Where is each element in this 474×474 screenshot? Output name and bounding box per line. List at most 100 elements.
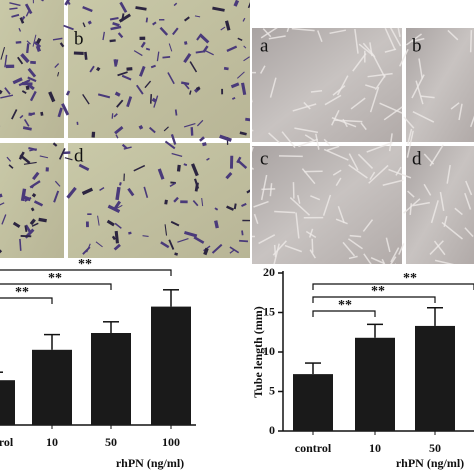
- texture: [160, 241, 170, 249]
- texture: [59, 42, 65, 48]
- texture: [184, 230, 198, 238]
- texture: [109, 17, 119, 21]
- texture: [231, 97, 236, 100]
- texture: [89, 65, 95, 73]
- y-tick-label: 15: [263, 304, 275, 318]
- texture: [8, 164, 14, 169]
- texture: [297, 195, 301, 204]
- texture: [273, 243, 280, 264]
- texture: [9, 2, 21, 7]
- texture: [326, 145, 340, 152]
- texture: [170, 134, 177, 145]
- texture: [305, 230, 317, 239]
- texture: [430, 200, 439, 224]
- texture: [145, 17, 149, 23]
- texture: [82, 22, 86, 28]
- texture: [174, 109, 178, 116]
- panel-label: a: [260, 35, 269, 56]
- texture: [324, 94, 342, 106]
- texture: [195, 86, 201, 91]
- texture: [189, 90, 192, 95]
- texture: [0, 89, 3, 95]
- texture: [162, 55, 171, 59]
- texture: [82, 5, 93, 13]
- texture: [374, 74, 386, 91]
- texture: [84, 51, 88, 60]
- texture: [54, 180, 61, 187]
- significance-bracket: [0, 283, 112, 290]
- texture: [15, 40, 22, 44]
- texture: [470, 115, 474, 128]
- texture: [12, 77, 23, 85]
- texture: [203, 49, 214, 56]
- texture: [310, 90, 323, 93]
- x-tick-label: 100: [162, 435, 180, 449]
- texture: [332, 85, 346, 96]
- texture: [385, 237, 391, 253]
- texture: [388, 133, 393, 152]
- texture: [412, 111, 435, 123]
- texture: [329, 29, 346, 35]
- texture: [233, 203, 237, 210]
- texture: [118, 182, 122, 186]
- texture: [23, 161, 37, 165]
- micrograph-group: [0, 0, 250, 258]
- texture: [164, 140, 176, 150]
- texture: [441, 221, 463, 240]
- texture: [260, 28, 278, 39]
- texture: [370, 256, 385, 264]
- significance-label: **: [48, 271, 62, 286]
- texture: [241, 82, 247, 96]
- texture: [183, 53, 192, 64]
- texture: [241, 202, 247, 207]
- texture: [177, 237, 189, 243]
- texture: [17, 56, 24, 65]
- texture: [262, 28, 272, 38]
- texture: [170, 220, 180, 227]
- texture: [212, 6, 225, 12]
- texture: [294, 127, 319, 134]
- texture: [335, 218, 348, 225]
- texture: [4, 87, 11, 95]
- texture: [446, 164, 451, 184]
- texture: [9, 7, 18, 10]
- texture: [183, 163, 188, 167]
- texture: [337, 206, 345, 224]
- texture: [411, 74, 425, 99]
- panel-label: d: [74, 145, 84, 166]
- texture: [38, 217, 47, 223]
- y-tick-label: 10: [263, 344, 275, 358]
- texture: [229, 246, 240, 254]
- significance-bracket: [312, 296, 436, 303]
- texture: [35, 37, 42, 45]
- texture: [26, 40, 31, 45]
- texture: [464, 192, 472, 210]
- texture: [383, 106, 403, 121]
- texture: [418, 58, 423, 79]
- texture: [0, 202, 5, 206]
- texture: [66, 186, 77, 199]
- texture: [301, 168, 316, 185]
- texture: [350, 97, 366, 110]
- texture: [150, 64, 156, 69]
- texture: [203, 247, 209, 256]
- texture: [152, 21, 157, 26]
- x-tick-label: 50: [105, 435, 117, 449]
- texture: [243, 56, 250, 62]
- panel-label: d: [412, 148, 422, 169]
- texture: [363, 253, 372, 264]
- texture: [368, 164, 389, 184]
- x-tick-label: control: [295, 441, 332, 455]
- texture: [308, 228, 314, 238]
- texture: [304, 134, 316, 142]
- texture: [291, 28, 315, 32]
- texture: [298, 138, 318, 148]
- texture: [409, 203, 413, 216]
- texture: [32, 171, 40, 181]
- texture: [423, 183, 432, 196]
- texture: [140, 41, 146, 48]
- significance-label: **: [371, 284, 385, 299]
- texture: [268, 132, 281, 144]
- texture: [239, 131, 247, 136]
- texture: [229, 249, 235, 254]
